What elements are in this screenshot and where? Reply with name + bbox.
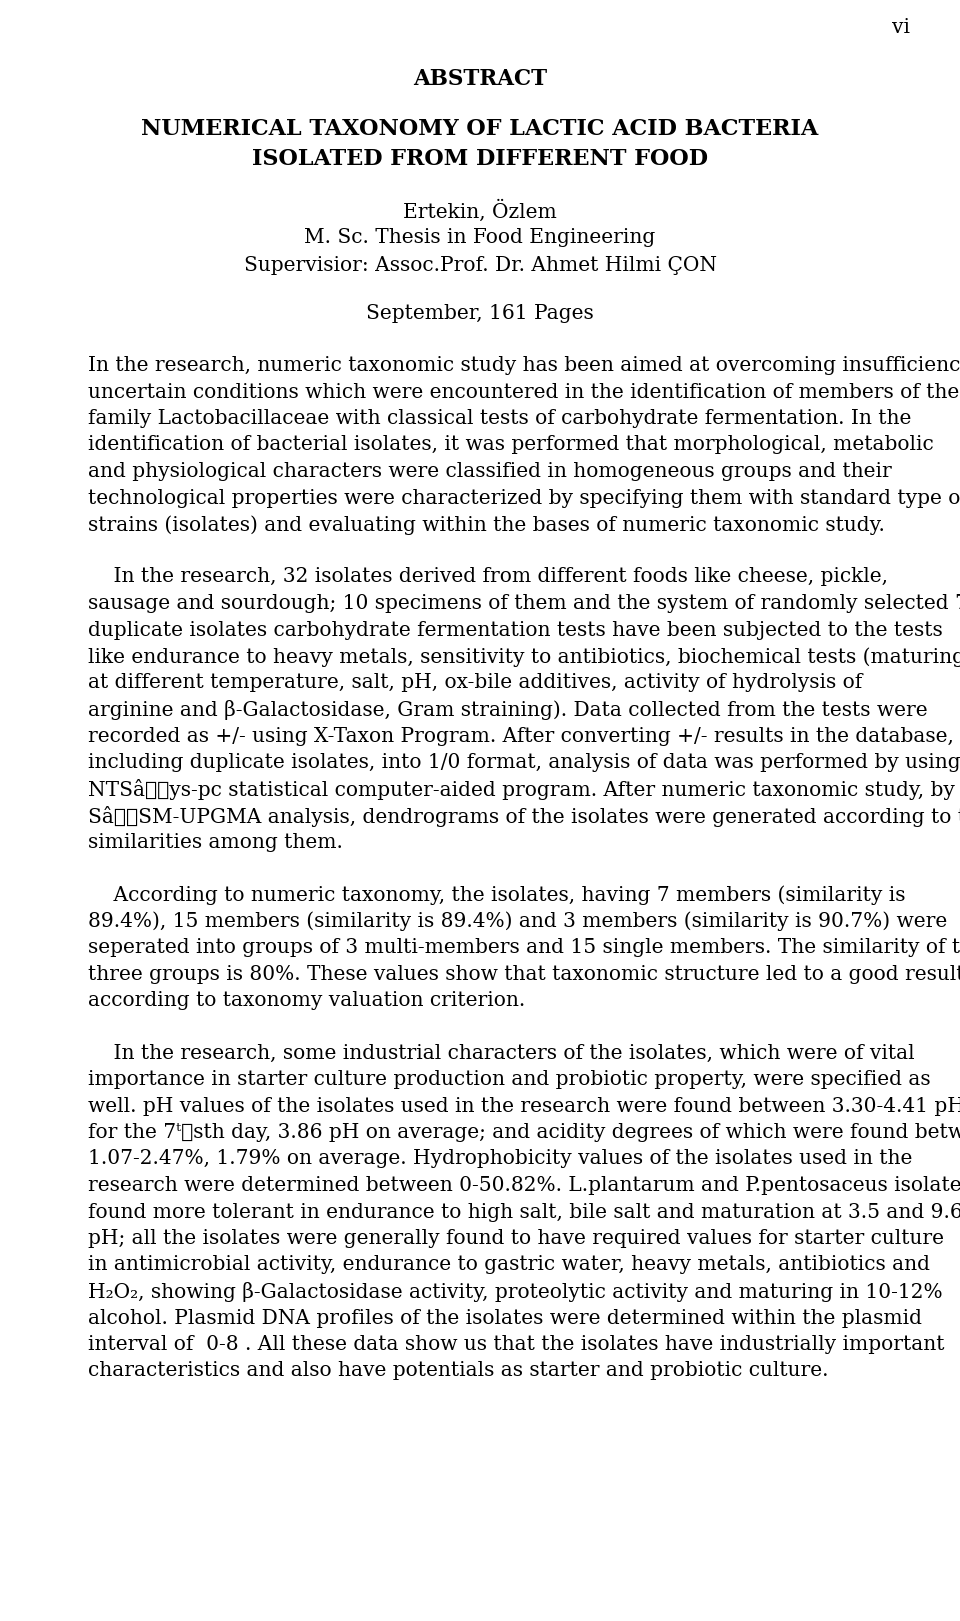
Text: September, 161 Pages: September, 161 Pages <box>366 305 594 323</box>
Text: ABSTRACT: ABSTRACT <box>413 68 547 91</box>
Text: according to taxonomy valuation criterion.: according to taxonomy valuation criterio… <box>88 990 525 1010</box>
Text: arginine and β-Galactosidase, Gram straining). Data collected from the tests wer: arginine and β-Galactosidase, Gram strai… <box>88 700 927 720</box>
Text: H₂O₂, showing β-Galactosidase activity, proteolytic activity and maturing in 10-: H₂O₂, showing β-Galactosidase activity, … <box>88 1282 943 1302</box>
Text: sausage and sourdough; 10 specimens of them and the system of randomly selected : sausage and sourdough; 10 specimens of t… <box>88 593 960 613</box>
Text: found more tolerant in endurance to high salt, bile salt and maturation at 3.5 a: found more tolerant in endurance to high… <box>88 1203 960 1222</box>
Text: at different temperature, salt, pH, ox-bile additives, activity of hydrolysis of: at different temperature, salt, pH, ox-b… <box>88 673 862 692</box>
Text: technological properties were characterized by specifying them with standard typ: technological properties were characteri… <box>88 488 960 507</box>
Text: including duplicate isolates, into 1/0 format, analysis of data was performed by: including duplicate isolates, into 1/0 f… <box>88 754 960 772</box>
Text: in antimicrobial activity, endurance to gastric water, heavy metals, antibiotics: in antimicrobial activity, endurance to … <box>88 1256 930 1274</box>
Text: uncertain conditions which were encountered in the identification of members of : uncertain conditions which were encounte… <box>88 383 959 402</box>
Text: similarities among them.: similarities among them. <box>88 833 343 851</box>
Text: research were determined between 0-50.82%. L.plantarum and P.pentosaceus isolate: research were determined between 0-50.82… <box>88 1175 960 1195</box>
Text: ISOLATED FROM DIFFERENT FOOD: ISOLATED FROM DIFFERENT FOOD <box>252 148 708 170</box>
Text: SâSM-UPGMA analysis, dendrograms of the isolates were generated according to t: SâSM-UPGMA analysis, dendrograms of th… <box>88 806 960 827</box>
Text: interval of  0-8 . All these data show us that the isolates have industrially im: interval of 0-8 . All these data show us… <box>88 1336 945 1354</box>
Text: for the 7ᵗ˾sth day, 3.86 pH on average; and acidity degrees of which were found : for the 7ᵗ˾sth day, 3.86 pH on average; … <box>88 1123 960 1143</box>
Text: In the research, 32 isolates derived from different foods like cheese, pickle,: In the research, 32 isolates derived fro… <box>88 567 888 587</box>
Text: well. pH values of the isolates used in the research were found between 3.30-4.4: well. pH values of the isolates used in … <box>88 1096 960 1115</box>
Text: three groups is 80%. These values show that taxonomic structure led to a good re: three groups is 80%. These values show t… <box>88 964 960 984</box>
Text: In the research, numeric taxonomic study has been aimed at overcoming insufficie: In the research, numeric taxonomic study… <box>88 357 960 374</box>
Text: like endurance to heavy metals, sensitivity to antibiotics, biochemical tests (m: like endurance to heavy metals, sensitiv… <box>88 647 960 666</box>
Text: importance in starter culture production and probiotic property, were specified : importance in starter culture production… <box>88 1070 930 1089</box>
Text: and physiological characters were classified in homogeneous groups and their: and physiological characters were classi… <box>88 462 892 481</box>
Text: NTSâys-pc statistical computer-aided program. After numeric taxonomic study, b: NTSâys-pc statistical computer-aided p… <box>88 780 955 801</box>
Text: pH; all the isolates were generally found to have required values for starter cu: pH; all the isolates were generally foun… <box>88 1229 944 1248</box>
Text: alcohol. Plasmid DNA profiles of the isolates were determined within the plasmid: alcohol. Plasmid DNA profiles of the iso… <box>88 1308 922 1328</box>
Text: M. Sc. Thesis in Food Engineering: M. Sc. Thesis in Food Engineering <box>304 229 656 246</box>
Text: duplicate isolates carbohydrate fermentation tests have been subjected to the te: duplicate isolates carbohydrate fermenta… <box>88 621 943 640</box>
Text: 89.4%), 15 members (similarity is 89.4%) and 3 members (similarity is 90.7%) wer: 89.4%), 15 members (similarity is 89.4%)… <box>88 911 948 930</box>
Text: vi: vi <box>892 18 910 37</box>
Text: characteristics and also have potentials as starter and probiotic culture.: characteristics and also have potentials… <box>88 1362 828 1381</box>
Text: NUMERICAL TAXONOMY OF LACTIC ACID BACTERIA: NUMERICAL TAXONOMY OF LACTIC ACID BACTER… <box>141 118 819 139</box>
Text: In the research, some industrial characters of the isolates, which were of vital: In the research, some industrial charact… <box>88 1044 915 1062</box>
Text: 1.07-2.47%, 1.79% on average. Hydrophobicity values of the isolates used in the: 1.07-2.47%, 1.79% on average. Hydrophobi… <box>88 1149 912 1169</box>
Text: Ertekin, Özlem: Ertekin, Özlem <box>403 199 557 222</box>
Text: strains (isolates) and evaluating within the bases of numeric taxonomic study.: strains (isolates) and evaluating within… <box>88 515 885 535</box>
Text: identification of bacterial isolates, it was performed that morphological, metab: identification of bacterial isolates, it… <box>88 436 934 454</box>
Text: family Lactobacillaceae with classical tests of carbohydrate fermentation. In th: family Lactobacillaceae with classical t… <box>88 408 911 428</box>
Text: seperated into groups of 3 multi-members and 15 single members. The similarity o: seperated into groups of 3 multi-members… <box>88 939 960 956</box>
Text: Supervisior: Assoc.Prof. Dr. Ahmet Hilmi ÇON: Supervisior: Assoc.Prof. Dr. Ahmet Hilmi… <box>244 256 716 276</box>
Text: According to numeric taxonomy, the isolates, having 7 members (similarity is: According to numeric taxonomy, the isola… <box>88 885 905 905</box>
Text: recorded as +/- using X-Taxon Program. After converting +/- results in the datab: recorded as +/- using X-Taxon Program. A… <box>88 726 954 746</box>
